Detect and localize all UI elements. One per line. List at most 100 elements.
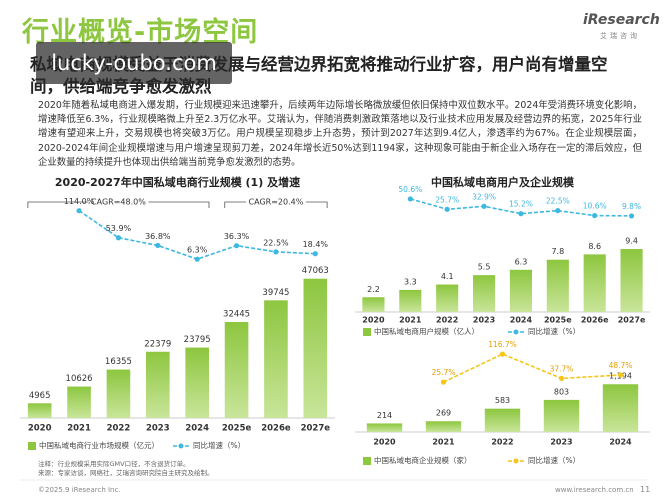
cagr-label: CAGR=20.4% — [249, 198, 304, 207]
bar — [583, 254, 606, 312]
legend-label: 中国私域电商企业规模（家） — [374, 455, 472, 465]
x-tick-label: 2020 — [362, 316, 385, 325]
bar-label: 3.3 — [404, 277, 417, 286]
legend-swatch — [363, 328, 371, 336]
bar — [473, 275, 496, 312]
growth-label: 6.3% — [187, 246, 208, 255]
legend-swatch — [513, 458, 519, 464]
growth-label: 116.7% — [488, 340, 517, 349]
bar — [546, 259, 569, 312]
growth-point — [115, 235, 122, 241]
bar — [509, 269, 532, 312]
growth-label: 25.7% — [432, 368, 456, 377]
growth-point — [555, 208, 561, 214]
site: www.iresearch.com.cn — [555, 486, 634, 494]
bar-label: 32445 — [223, 309, 250, 319]
legend-swatch — [363, 457, 371, 465]
bar — [436, 284, 459, 312]
bar-label: 22379 — [144, 339, 171, 349]
bar-label: 4965 — [29, 391, 51, 401]
bar — [224, 321, 249, 418]
growth-point — [76, 208, 82, 214]
x-tick-label: 2020 — [373, 438, 396, 447]
cagr-label: CAGR=48.0% — [91, 198, 146, 207]
x-tick-label: 2027e — [618, 316, 646, 325]
x-tick-label: 2023 — [550, 438, 572, 447]
bar — [67, 386, 91, 418]
x-tick-label: 2022 — [491, 438, 513, 447]
growth-point — [444, 206, 450, 212]
bar — [185, 347, 209, 418]
x-tick-label: 2022 — [107, 424, 131, 434]
notes: 注释：行业规模采用实际GMV口径，不含退货订单。 来源：专家访谈，网络社，艾瑞咨… — [38, 460, 214, 478]
bar — [362, 297, 385, 312]
legend-swatch — [178, 443, 184, 449]
bar-label: 10626 — [66, 374, 93, 384]
logo-sub: 艾瑞咨询 — [600, 32, 640, 40]
bar — [484, 408, 521, 432]
logo: iResearch — [583, 12, 660, 28]
chart-title: 2020-2027年中国私域电商行业规模 (1) 及增速 — [55, 175, 300, 189]
x-tick-label: 2024 — [609, 438, 632, 447]
legend-label: 中国私域电商用户规模（亿人） — [374, 326, 479, 336]
growth-point — [194, 256, 200, 262]
growth-point — [233, 243, 240, 249]
page-number: 11 — [640, 485, 651, 494]
bar — [366, 423, 403, 432]
x-tick-label: 2023 — [473, 316, 495, 325]
legend-label: 中国私域电商行业市场规模（亿元） — [39, 440, 159, 450]
growth-label: 25.7% — [435, 195, 459, 204]
bar — [106, 369, 131, 418]
growth-label: 9.8% — [622, 202, 641, 211]
growth-point — [558, 375, 565, 381]
copyright: ©2025.9 iResearch Inc. — [38, 486, 121, 494]
bar — [146, 351, 170, 418]
legend-swatch — [28, 442, 36, 450]
growth-label: 22.5% — [546, 197, 570, 206]
x-tick-label: 2021 — [67, 424, 91, 434]
bar-label: 803 — [554, 387, 569, 396]
bar-label: 9.4 — [625, 237, 638, 246]
growth-label: 53.9% — [106, 224, 132, 233]
growth-point — [440, 379, 447, 385]
bar — [27, 403, 52, 418]
growth-label: 18.4% — [303, 240, 329, 249]
growth-label: 22.5% — [263, 238, 289, 247]
x-tick-label: 2026e — [581, 316, 609, 325]
x-tick-label: 2024 — [185, 424, 209, 434]
growth-point — [312, 251, 318, 257]
growth-label: 36.3% — [224, 232, 250, 241]
x-tick-label: 2026e — [261, 424, 291, 434]
x-tick-label: 2027e — [301, 424, 331, 434]
growth-point — [407, 196, 413, 202]
bar-label: 8.6 — [588, 242, 601, 251]
cagr-bracket — [224, 201, 328, 208]
bar-label: 16355 — [105, 357, 132, 367]
bar — [425, 421, 462, 432]
growth-label: 36.8% — [145, 232, 171, 241]
x-tick-label: 2021 — [399, 316, 422, 325]
cagr-bracket — [27, 201, 210, 208]
legend-swatch — [513, 329, 519, 335]
growth-point — [592, 212, 598, 219]
x-tick-label: 2023 — [146, 424, 170, 434]
legend-label: 同比增速（%） — [193, 440, 245, 450]
chart-title: 中国私域电商用户及企业规模 — [431, 175, 575, 189]
x-tick-label: 2024 — [510, 316, 533, 325]
bar — [620, 249, 643, 312]
growth-label: 15.2% — [509, 200, 533, 209]
bar — [399, 289, 422, 312]
x-tick-label: 2022 — [436, 316, 458, 325]
x-tick-label: 2025e — [222, 424, 252, 434]
bar — [543, 399, 580, 432]
legend-label: 同比增速（%） — [528, 455, 580, 465]
growth-point — [155, 242, 161, 249]
growth-label: 10.6% — [583, 202, 607, 211]
note: 注释：行业规模采用实际GMV口径，不含退货订单。 — [38, 460, 190, 468]
bar — [303, 278, 328, 418]
growth-point — [628, 213, 635, 219]
growth-point — [273, 249, 279, 255]
bar — [602, 384, 639, 432]
bar-label: 214 — [377, 411, 392, 420]
